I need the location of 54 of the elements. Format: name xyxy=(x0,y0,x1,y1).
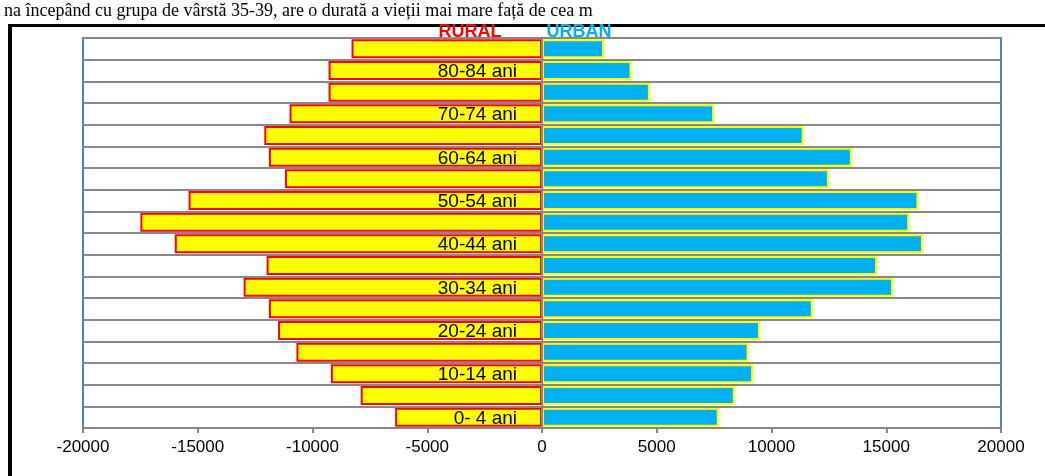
bar xyxy=(542,60,632,81)
x-tick-label: 15000 xyxy=(862,437,910,456)
bar xyxy=(542,147,852,167)
bar xyxy=(542,255,878,276)
bar xyxy=(351,39,542,59)
bar xyxy=(542,234,923,254)
y-tick-label: 40-44 ani xyxy=(437,233,517,255)
bar xyxy=(542,407,719,427)
bar xyxy=(174,234,542,254)
x-tick-label: -20000 xyxy=(56,437,110,456)
y-tick-label: 10-14 ani xyxy=(437,363,517,385)
bar xyxy=(542,320,761,341)
bar xyxy=(542,125,804,146)
bar xyxy=(289,104,542,124)
bar xyxy=(278,320,542,341)
bar xyxy=(284,169,542,189)
bar xyxy=(542,212,910,232)
x-tick-label: 10000 xyxy=(747,437,796,456)
bar xyxy=(268,147,542,167)
y-tick-label: 70-74 ani xyxy=(437,103,517,125)
y-tick-label: 80-84 ani xyxy=(437,60,517,81)
bar xyxy=(296,342,542,362)
bar xyxy=(264,125,542,146)
x-tick-label: 0 xyxy=(537,437,547,456)
bar xyxy=(542,364,754,384)
bar xyxy=(360,385,542,406)
bar xyxy=(140,212,542,232)
bar xyxy=(542,104,715,124)
bar xyxy=(268,299,542,319)
bar xyxy=(542,82,650,102)
y-tick-label: 30-34 ani xyxy=(437,276,517,298)
bar xyxy=(542,169,829,189)
y-tick-label: 0- 4 ani xyxy=(453,406,517,428)
bar xyxy=(266,255,542,276)
bar xyxy=(542,342,749,362)
bar xyxy=(542,385,735,406)
bar xyxy=(328,82,542,102)
bar xyxy=(542,299,813,319)
x-tick-label: 5000 xyxy=(637,437,676,456)
bar xyxy=(243,277,542,297)
x-tick-label: -15000 xyxy=(171,437,225,456)
bar xyxy=(542,277,894,297)
x-tick-label: -10000 xyxy=(286,437,339,456)
y-tick-label: 50-54 ani xyxy=(437,190,517,211)
bar xyxy=(188,190,542,211)
series-label: URBAN xyxy=(546,21,612,41)
x-tick-label: 20000 xyxy=(977,437,1025,456)
text: na începând cu grupa de vârstă 35-39, are o durată a vieții mai mare față de cea m xyxy=(4,0,593,21)
series-label: RURAL xyxy=(438,21,502,41)
bar xyxy=(542,190,919,211)
bar xyxy=(542,39,604,59)
x-tick-label: -5000 xyxy=(405,437,449,456)
y-tick-label: 60-64 ani xyxy=(437,146,517,168)
y-tick-label: 20-24 ani xyxy=(437,320,517,341)
